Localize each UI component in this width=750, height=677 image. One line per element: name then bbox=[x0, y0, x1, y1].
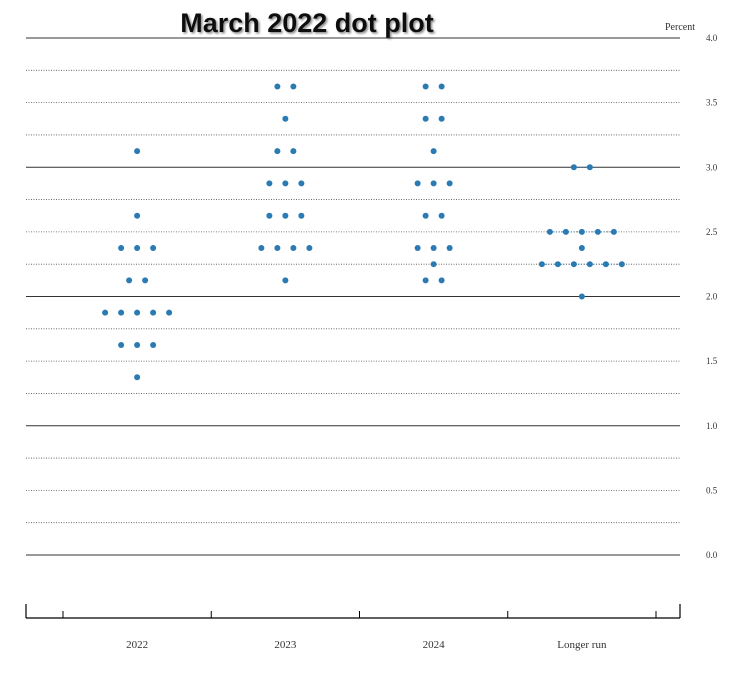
dot bbox=[438, 83, 445, 90]
y-tick-label: 0.5 bbox=[706, 485, 718, 495]
dot bbox=[446, 180, 453, 187]
dot bbox=[298, 212, 305, 219]
dot bbox=[562, 228, 569, 235]
dot bbox=[282, 277, 289, 284]
dot bbox=[134, 212, 141, 219]
dot bbox=[586, 261, 593, 268]
dot bbox=[430, 148, 437, 155]
y-tick-label: 0.0 bbox=[706, 550, 718, 560]
dot bbox=[594, 228, 601, 235]
dot bbox=[134, 341, 141, 348]
dot bbox=[546, 228, 553, 235]
y-tick-label: 3.5 bbox=[706, 98, 718, 108]
chart-title: March 2022 dot plot bbox=[180, 8, 434, 38]
dot bbox=[134, 148, 141, 155]
dot bbox=[578, 228, 585, 235]
dot bbox=[274, 245, 281, 252]
dot bbox=[578, 293, 585, 300]
dot bbox=[274, 148, 281, 155]
dot bbox=[274, 83, 281, 90]
dot bbox=[150, 309, 157, 316]
y-tick-label: 2.0 bbox=[706, 292, 718, 302]
dot bbox=[422, 115, 429, 122]
dot bbox=[610, 228, 617, 235]
dot bbox=[118, 309, 125, 316]
y-tick-label: 1.0 bbox=[706, 421, 718, 431]
dot bbox=[282, 180, 289, 187]
dot bbox=[414, 180, 421, 187]
dot bbox=[570, 261, 577, 268]
dot bbox=[414, 245, 421, 252]
y-tick-label: 4.0 bbox=[706, 33, 718, 43]
dot bbox=[586, 164, 593, 171]
dot bbox=[430, 180, 437, 187]
dot bbox=[258, 245, 265, 252]
dot bbox=[578, 245, 585, 252]
dot bbox=[134, 374, 141, 381]
dot bbox=[438, 212, 445, 219]
dot bbox=[282, 212, 289, 219]
dot bbox=[266, 180, 273, 187]
dot bbox=[298, 180, 305, 187]
dot bbox=[538, 261, 545, 268]
y-axis-label: Percent bbox=[665, 22, 695, 33]
dot bbox=[290, 83, 297, 90]
dot bbox=[570, 164, 577, 171]
dot bbox=[422, 83, 429, 90]
dot bbox=[306, 245, 313, 252]
x-tick-label: 2022 bbox=[126, 639, 148, 651]
dot bbox=[602, 261, 609, 268]
y-tick-label: 1.5 bbox=[706, 356, 718, 366]
dot bbox=[134, 245, 141, 252]
y-tick-label: 3.0 bbox=[706, 162, 718, 172]
dot bbox=[134, 309, 141, 316]
dot bbox=[438, 115, 445, 122]
y-tick-label: 2.5 bbox=[706, 227, 718, 237]
dot bbox=[430, 245, 437, 252]
dot bbox=[618, 261, 625, 268]
dot bbox=[290, 148, 297, 155]
x-tick-label: 2024 bbox=[423, 639, 446, 651]
dot bbox=[166, 309, 173, 316]
dot bbox=[142, 277, 149, 284]
dot bbox=[438, 277, 445, 284]
dot bbox=[282, 115, 289, 122]
dot bbox=[126, 277, 133, 284]
dot bbox=[102, 309, 109, 316]
dot bbox=[118, 245, 125, 252]
dot bbox=[150, 245, 157, 252]
dot bbox=[118, 341, 125, 348]
dot bbox=[554, 261, 561, 268]
x-tick-label: Longer run bbox=[557, 639, 607, 651]
dot bbox=[290, 245, 297, 252]
x-tick-label: 2023 bbox=[274, 639, 297, 651]
dot bbox=[446, 245, 453, 252]
dot bbox=[422, 277, 429, 284]
dot bbox=[430, 261, 437, 268]
dot bbox=[266, 212, 273, 219]
dot bbox=[422, 212, 429, 219]
dot bbox=[150, 341, 157, 348]
